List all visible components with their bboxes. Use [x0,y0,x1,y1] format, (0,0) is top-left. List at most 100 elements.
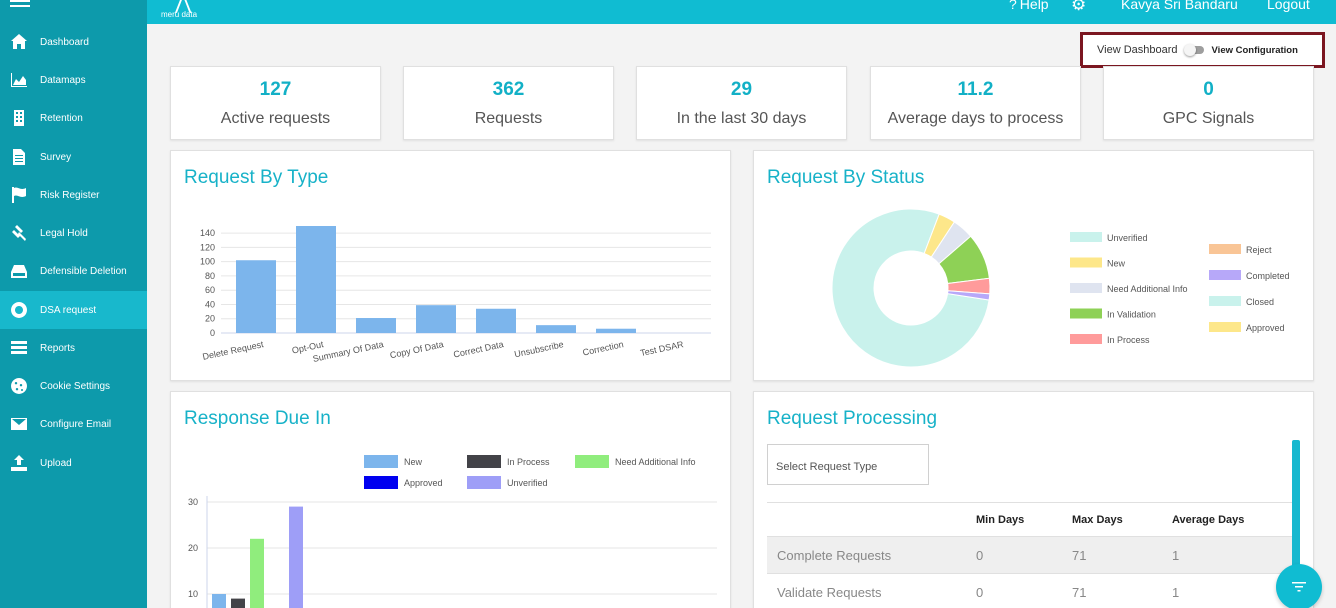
legend-swatch [1070,283,1102,293]
table-cell: Complete Requests [767,536,976,574]
legend-label: Need Additional Info [615,457,696,467]
x-tick-label: Correct Data [452,339,504,359]
sidebar-item-legal-hold[interactable]: Legal Hold [0,214,147,252]
sidebar-item-label: Legal Hold [40,227,88,239]
bar[interactable] [231,598,245,608]
y-tick-label: 100 [200,257,215,267]
bar[interactable] [536,325,576,333]
legend-swatch [1209,244,1241,254]
logo-mark-icon: ⋀ [175,0,192,14]
bar[interactable] [476,308,516,333]
table-cell: 0 [976,573,1072,608]
y-tick-label: 80 [205,271,215,281]
sidebar-item-label: Upload [40,457,72,469]
table-cell: 1 [1172,536,1297,574]
x-tick-label: Delete Request [202,339,265,362]
request-by-type-panel: Request By Type 0 20 40 60 80 100 120 140 Delete… [170,150,731,381]
table-cell: 71 [1072,536,1172,574]
logo[interactable]: ⋀ meru data [161,0,197,19]
area-chart-icon [9,71,29,89]
pie-slice[interactable] [831,208,990,368]
y-tick-label: 0 [210,328,215,338]
legend-label: Need Additional Info [1107,284,1188,294]
sidebar-item-configure-email[interactable]: Configure Email [0,405,147,443]
table-cell: Validate Requests [767,573,976,608]
x-tick-label: Unsubscribe [513,339,564,359]
menu-icon[interactable] [10,0,30,10]
sidebar-item-label: Configure Email [40,418,112,430]
sidebar-item-cookie-settings[interactable]: Cookie Settings [0,367,147,405]
top-bar: ⋀ meru data ? Help ⚙ Kavya Sri Bandaru L… [147,0,1336,24]
bar[interactable] [250,538,264,608]
bar[interactable] [356,318,396,333]
y-tick-label: 10 [188,589,198,599]
stat-label: Average days to process [887,110,1064,127]
legend-swatch [1209,270,1241,280]
x-tick-label: Correction [582,339,625,357]
bar[interactable] [416,305,456,333]
bar[interactable] [236,260,276,333]
table-row: Validate Requests 0 71 1 [767,573,1297,608]
request-processing-panel: Request Processing Select Request Type M… [753,391,1314,608]
sidebar-item-label: Survey [40,151,72,163]
bar[interactable] [296,226,336,333]
legend-swatch [1209,322,1241,332]
logout-link[interactable]: Logout [1267,0,1310,12]
sidebar-item-label: Risk Register [40,189,100,201]
legend-label: Approved [404,478,443,488]
legend-label: Completed [1246,271,1290,281]
legend-swatch [1070,257,1102,268]
sidebar-item-survey[interactable]: Survey [0,138,147,176]
help-link[interactable]: ? Help [1009,0,1049,12]
legend-swatch [364,455,398,468]
filter-button[interactable] [1276,564,1322,608]
user-name[interactable]: Kavya Sri Bandaru [1121,0,1238,12]
envelope-icon [9,415,29,433]
document-icon [9,148,29,166]
sidebar-item-datamaps[interactable]: Datamaps [0,61,147,99]
table-cell: 0 [976,536,1072,574]
legend-label: In Process [1107,335,1150,345]
gavel-icon [9,224,29,242]
help-icon: ? [1009,0,1017,12]
bar[interactable] [596,328,636,333]
stat-card-requests: 362 Requests [403,66,614,140]
panel-title: Request Processing [767,408,938,429]
column-header-average-days: Average Days [1172,502,1297,537]
sidebar-item-reports[interactable]: Reports [0,329,147,367]
sidebar-item-label: Defensible Deletion [40,265,127,277]
stat-label: Active requests [220,110,331,127]
scrollbar[interactable] [1292,440,1300,608]
stat-card-gpc-signals: 0 GPC Signals [1103,66,1314,140]
request-type-select[interactable]: Select Request Type [767,444,929,485]
legend-label: Unverified [507,478,548,488]
bar[interactable] [212,594,226,608]
stat-card-last-30-days: 29 In the last 30 days [636,66,847,140]
sidebar-item-upload[interactable]: Upload [0,444,147,482]
legend-label: In Process [507,457,550,467]
sidebar-item-risk-register[interactable]: Risk Register [0,176,147,214]
sidebar-item-dashboard[interactable]: Dashboard [0,23,147,61]
bar[interactable] [289,506,303,608]
list-icon [9,339,29,357]
sidebar-item-label: Reports [40,342,76,354]
pie-slice[interactable] [946,290,991,301]
stat-label: Requests [474,110,543,127]
legend-swatch [467,455,501,468]
filter-icon [1292,582,1306,592]
legend-swatch [1070,334,1102,344]
logo-text: meru data [161,10,198,19]
gear-icon[interactable]: ⚙ [1071,0,1087,14]
sidebar-item-defensible-deletion[interactable]: Defensible Deletion [0,252,147,290]
legend-swatch [1209,296,1241,306]
y-tick-label: 140 [200,228,215,238]
view-switch[interactable] [1183,44,1206,56]
sidebar-item-retention[interactable]: Retention [0,99,147,137]
home-icon [9,33,29,51]
view-toggle: View Dashboard View Configuration [1080,32,1325,68]
sidebar-item-dsa-request[interactable]: DSA request [0,291,147,329]
column-header-min-days: Min Days [976,502,1072,537]
legend-label: New [1107,259,1126,269]
response-due-in-panel: Response Due In New In Process Need Additi… [170,391,731,608]
